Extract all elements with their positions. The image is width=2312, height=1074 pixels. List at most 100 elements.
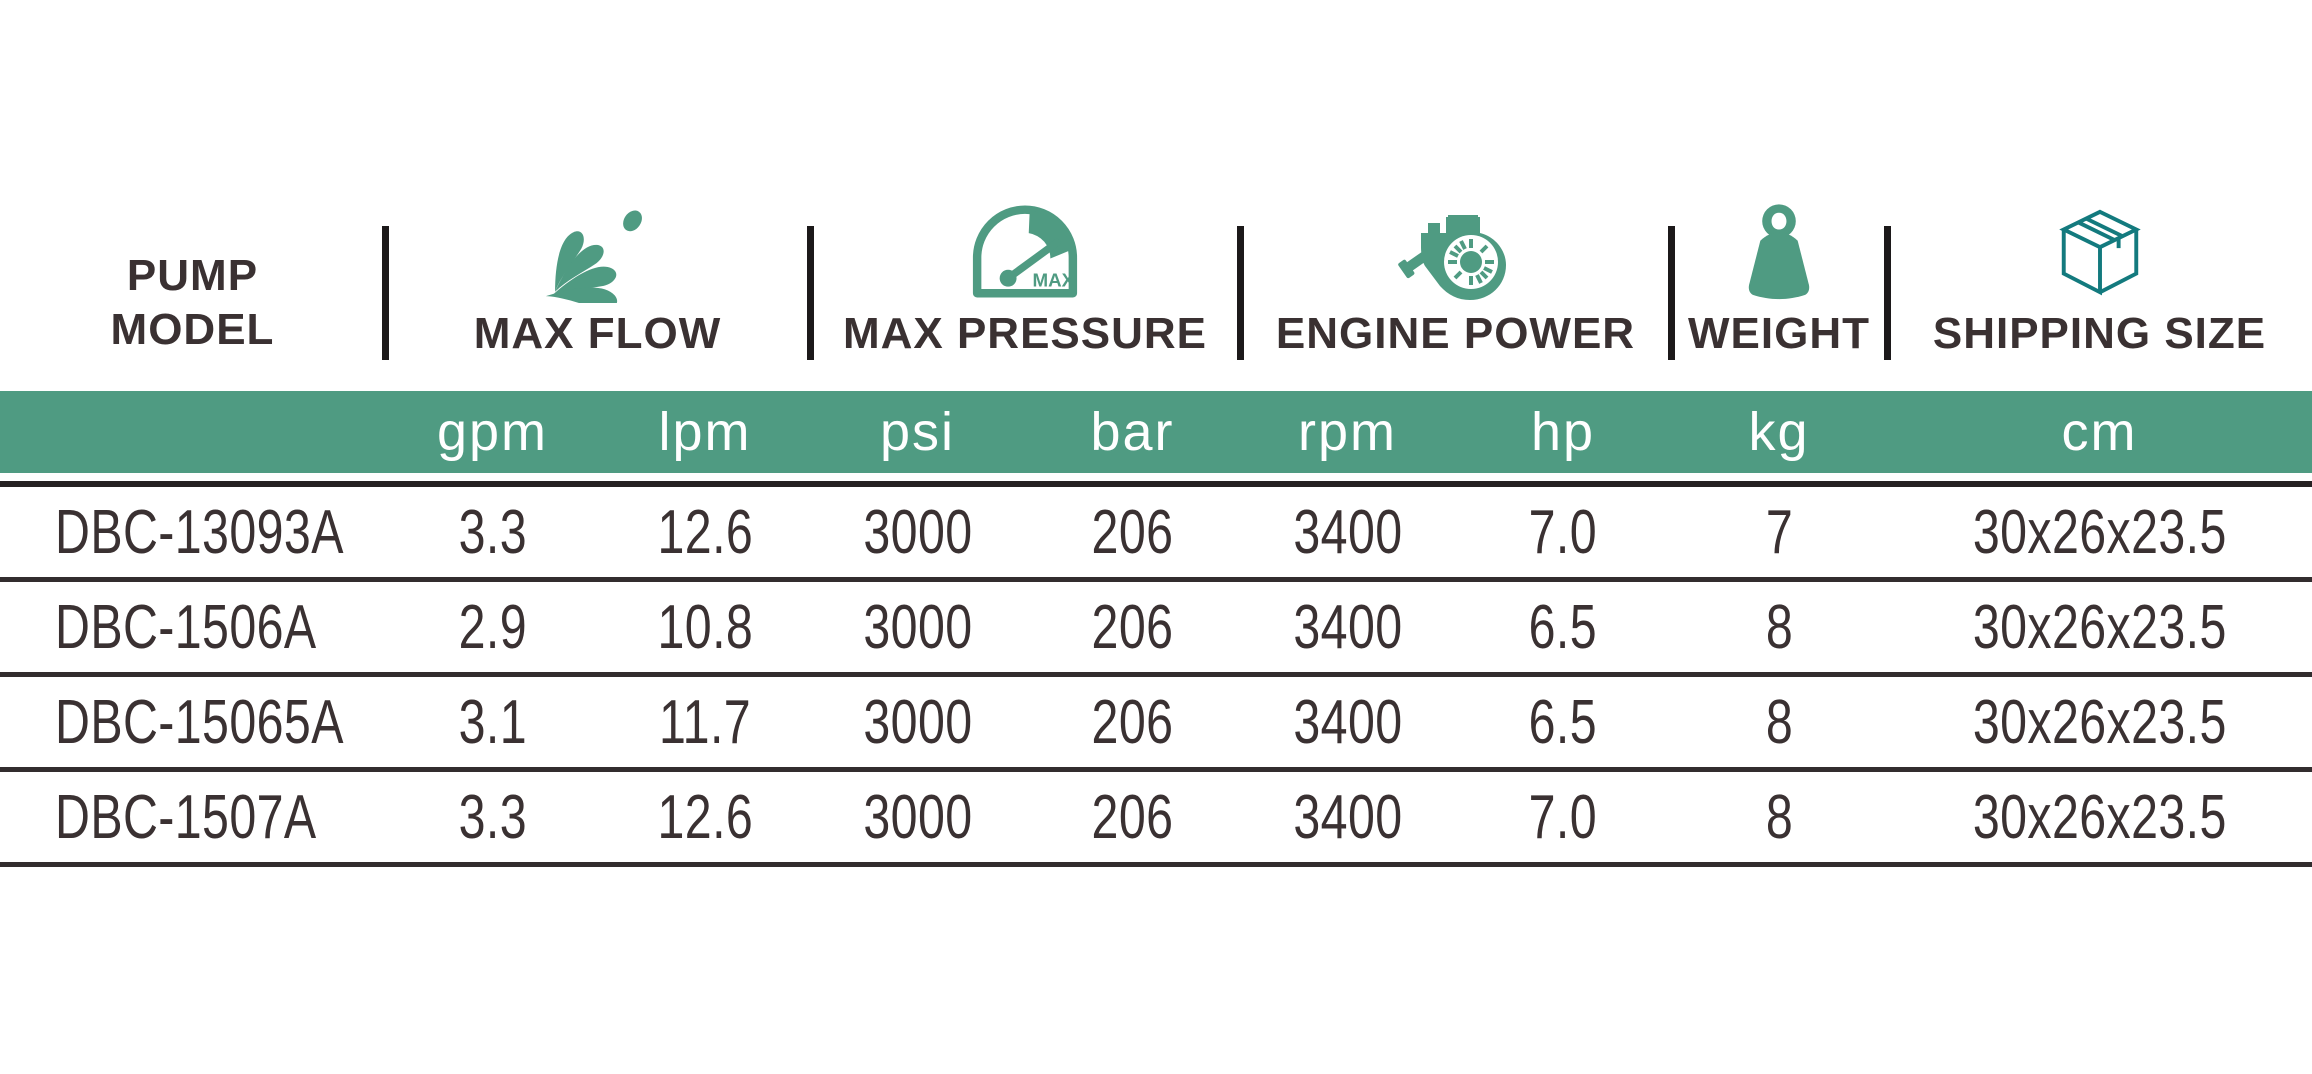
column-header-engine-power: ENGINE POWER [1240, 193, 1671, 358]
column-header-max-flow: MAX FLOW [385, 193, 810, 358]
bar-value: 206 [1091, 592, 1174, 662]
table-row: DBC-1506A 2.9 10.8 3000 206 3400 6.5 8 3… [0, 582, 2312, 677]
rpm-value: 3400 [1292, 497, 1403, 567]
cell-hp: 6.5 [1455, 677, 1671, 767]
rpm-value: 3400 [1292, 687, 1403, 757]
cell-gpm: 3.3 [385, 487, 600, 577]
units-band: gpm lpm psi bar rpm hp kg cm [0, 391, 2312, 473]
cell-lpm: 12.6 [600, 772, 810, 862]
unit-lpm: lpm [658, 402, 752, 462]
column-header-pump-model: PUMP MODEL [0, 193, 385, 357]
cell-bar: 206 [1025, 487, 1240, 577]
unit-gpm: gpm [436, 402, 549, 462]
column-header-shipping-size: SHIPPING SIZE [1887, 193, 2312, 358]
unit-kg: kg [1748, 402, 1810, 462]
cell-hp: 7.0 [1455, 772, 1671, 862]
table-body: DBC-13093A 3.3 12.6 3000 206 3400 7.0 7 … [0, 487, 2312, 867]
lpm-value: 12.6 [657, 497, 753, 567]
hp-value: 7.0 [1528, 497, 1598, 567]
cell-psi: 3000 [810, 677, 1025, 767]
header-divider [1668, 226, 1675, 360]
model-value: DBC-1506A [55, 592, 317, 662]
engine-icon [1394, 193, 1518, 311]
cell-model: DBC-13093A [0, 487, 385, 577]
cell-lpm: 10.8 [600, 582, 810, 672]
bar-value: 206 [1091, 687, 1174, 757]
kg-value: 8 [1765, 782, 1793, 852]
hp-value: 6.5 [1528, 687, 1598, 757]
header-divider [1884, 226, 1891, 360]
model-value: DBC-15065A [55, 687, 344, 757]
unit-bar: bar [1090, 402, 1175, 462]
bar-value: 206 [1091, 782, 1174, 852]
psi-value: 3000 [862, 687, 973, 757]
cm-value: 30x26x23.5 [1972, 782, 2227, 852]
unit-cm: cm [2061, 402, 2138, 462]
cell-cm: 30x26x23.5 [1887, 677, 2312, 767]
kg-value: 8 [1765, 687, 1793, 757]
unit-rpm: rpm [1298, 402, 1397, 462]
cell-cm: 30x26x23.5 [1887, 582, 2312, 672]
cell-rpm: 3400 [1240, 772, 1455, 862]
cell-model: DBC-1506A [0, 582, 385, 672]
cell-lpm: 12.6 [600, 487, 810, 577]
kg-value: 8 [1765, 592, 1793, 662]
table-row: DBC-15065A 3.1 11.7 3000 206 3400 6.5 8 … [0, 677, 2312, 772]
table-top-rule [0, 481, 2312, 487]
cell-rpm: 3400 [1240, 582, 1455, 672]
cell-bar: 206 [1025, 582, 1240, 672]
psi-value: 3000 [862, 592, 973, 662]
cell-gpm: 2.9 [385, 582, 600, 672]
lpm-value: 11.7 [658, 687, 752, 757]
lpm-value: 12.6 [657, 782, 753, 852]
cell-hp: 7.0 [1455, 487, 1671, 577]
cell-kg: 7 [1671, 487, 1887, 577]
unit-psi: psi [879, 402, 956, 462]
cell-lpm: 11.7 [600, 677, 810, 767]
unit-hp: hp [1530, 402, 1596, 462]
cell-kg: 8 [1671, 772, 1887, 862]
cell-model: DBC-15065A [0, 677, 385, 767]
max-pressure-label: MAX PRESSURE [842, 309, 1208, 358]
pressure-gauge-icon: MAX [964, 193, 1086, 311]
max-flow-label: MAX FLOW [473, 309, 722, 358]
gauge-max-text: MAX [1033, 270, 1075, 291]
cell-gpm: 3.1 [385, 677, 600, 767]
cell-kg: 8 [1671, 677, 1887, 767]
psi-value: 3000 [862, 782, 973, 852]
cm-value: 30x26x23.5 [1972, 592, 2227, 662]
gpm-value: 2.9 [458, 592, 527, 662]
cell-hp: 6.5 [1455, 582, 1671, 672]
engine-power-label: ENGINE POWER [1275, 309, 1636, 358]
table-row: DBC-13093A 3.3 12.6 3000 206 3400 7.0 7 … [0, 487, 2312, 582]
cell-bar: 206 [1025, 772, 1240, 862]
cell-rpm: 3400 [1240, 487, 1455, 577]
cell-bar: 206 [1025, 677, 1240, 767]
hp-value: 6.5 [1528, 592, 1598, 662]
gpm-value: 3.3 [458, 497, 527, 567]
psi-value: 3000 [862, 497, 973, 567]
rpm-value: 3400 [1292, 782, 1403, 852]
cell-psi: 3000 [810, 487, 1025, 577]
bar-value: 206 [1091, 497, 1174, 567]
pump-model-label-line1: PUMP [126, 251, 259, 300]
pump-model-label-line2: MODEL [110, 305, 275, 354]
cm-value: 30x26x23.5 [1972, 687, 2227, 757]
cell-rpm: 3400 [1240, 677, 1455, 767]
cell-cm: 30x26x23.5 [1887, 772, 2312, 862]
table-row: DBC-1507A 3.3 12.6 3000 206 3400 7.0 8 3… [0, 772, 2312, 867]
cm-value: 30x26x23.5 [1972, 497, 2227, 567]
cell-cm: 30x26x23.5 [1887, 487, 2312, 577]
rpm-value: 3400 [1292, 592, 1403, 662]
model-value: DBC-13093A [55, 497, 344, 567]
cell-psi: 3000 [810, 772, 1025, 862]
cell-model: DBC-1507A [0, 772, 385, 862]
lpm-value: 10.8 [657, 592, 753, 662]
pump-model-label: PUMP MODEL [111, 249, 275, 357]
units-band-spacer [0, 391, 385, 473]
weight-label: WEIGHT [1688, 309, 1870, 358]
gpm-value: 3.3 [458, 782, 527, 852]
column-header-max-pressure: MAX MAX PRESSURE [810, 193, 1240, 358]
hp-value: 7.0 [1528, 782, 1598, 852]
